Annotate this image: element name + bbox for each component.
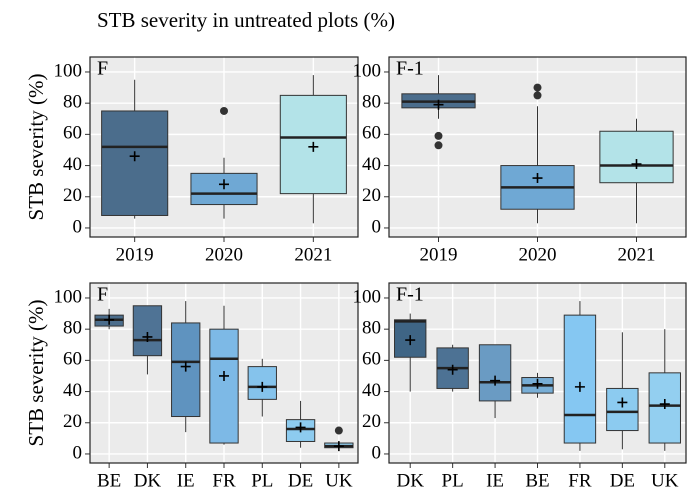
panel-label: F-1 [396, 58, 424, 80]
x-tick-label: IE [486, 470, 504, 491]
x-tick-label: 2019 [420, 244, 458, 265]
box [209, 328, 239, 444]
mean-marker [308, 141, 319, 152]
y-tick-label: 40 [63, 154, 82, 175]
box [599, 130, 674, 184]
x-tick-label: 2020 [519, 244, 557, 265]
x-tick-label: UK [325, 470, 353, 491]
mean-marker [617, 397, 628, 408]
mean-marker [631, 159, 642, 170]
mean-marker [333, 441, 344, 452]
y-tick-label: 60 [362, 349, 381, 370]
x-tick-label: DE [610, 470, 635, 491]
mean-marker [490, 375, 501, 386]
panel-border [89, 56, 359, 238]
y-tick-label: 0 [73, 216, 83, 237]
box [606, 387, 639, 432]
y-tick-label: 20 [63, 185, 82, 206]
mean-marker [532, 173, 543, 184]
y-tick-label: 60 [362, 123, 381, 144]
x-tick-label: BE [97, 470, 121, 491]
mean-marker [295, 422, 306, 433]
panel-border [388, 56, 687, 238]
panel-border [388, 282, 687, 464]
y-tick-label: 20 [63, 411, 82, 432]
x-tick-label: PL [442, 470, 464, 491]
outlier [434, 141, 443, 150]
x-tick-label: PL [251, 470, 273, 491]
panel-label: F [97, 284, 108, 306]
y-axis-title: STB severity (%) [24, 300, 48, 447]
mean-marker [433, 99, 444, 110]
y-tick-label: 80 [362, 318, 381, 339]
outlier [533, 91, 542, 100]
mean-marker [104, 314, 115, 325]
mean-marker [219, 179, 229, 190]
outlier [533, 83, 542, 92]
y-tick-label: 20 [362, 185, 381, 206]
panel-label: F-1 [396, 284, 424, 306]
y-tick-label: 40 [362, 154, 381, 175]
y-tick-label: 100 [353, 286, 382, 307]
y-tick-label: 100 [353, 60, 382, 81]
mean-marker [405, 335, 416, 346]
panel-border [89, 282, 359, 464]
x-tick-label: FR [212, 470, 236, 491]
x-tick-label: DK [134, 470, 162, 491]
x-tick-label: DE [288, 470, 313, 491]
y-tick-label: 100 [54, 60, 83, 81]
y-tick-label: 80 [63, 318, 82, 339]
mean-marker [129, 151, 140, 162]
mean-marker [219, 370, 229, 381]
x-tick-label: 2021 [294, 244, 332, 265]
y-tick-label: 80 [362, 92, 381, 113]
x-tick-label: DK [396, 470, 424, 491]
x-tick-label: FR [568, 470, 592, 491]
mean-marker [257, 381, 268, 392]
box [478, 344, 512, 402]
mean-marker [447, 364, 458, 375]
mean-marker [659, 399, 670, 410]
x-tick-label: UK [651, 470, 679, 491]
box [132, 305, 163, 357]
y-tick-label: 0 [372, 216, 382, 237]
x-tick-label: IE [177, 470, 195, 491]
mean-marker [180, 361, 191, 372]
panel-label: F [97, 58, 108, 80]
figure-title: STB severity in untreated plots (%) [97, 8, 395, 32]
y-tick-label: 0 [73, 442, 83, 463]
x-tick-label: BE [525, 470, 549, 491]
y-tick-label: 80 [63, 92, 82, 113]
outlier [434, 131, 443, 140]
x-tick-label: 2021 [618, 244, 656, 265]
y-tick-label: 60 [63, 123, 82, 144]
mean-marker [574, 381, 585, 392]
outlier [334, 426, 343, 435]
mean-marker [142, 331, 153, 342]
x-tick-label: 2019 [116, 244, 154, 265]
x-tick-label: 2020 [205, 244, 243, 265]
outlier [220, 106, 228, 115]
y-tick-label: 40 [362, 380, 381, 401]
y-tick-label: 40 [63, 380, 82, 401]
y-tick-label: 0 [372, 442, 382, 463]
y-tick-label: 100 [54, 286, 83, 307]
box [563, 314, 597, 444]
y-tick-label: 60 [63, 349, 82, 370]
y-axis-title: STB severity (%) [24, 74, 48, 221]
y-tick-label: 20 [362, 411, 381, 432]
mean-marker [532, 378, 543, 389]
box [101, 110, 169, 216]
